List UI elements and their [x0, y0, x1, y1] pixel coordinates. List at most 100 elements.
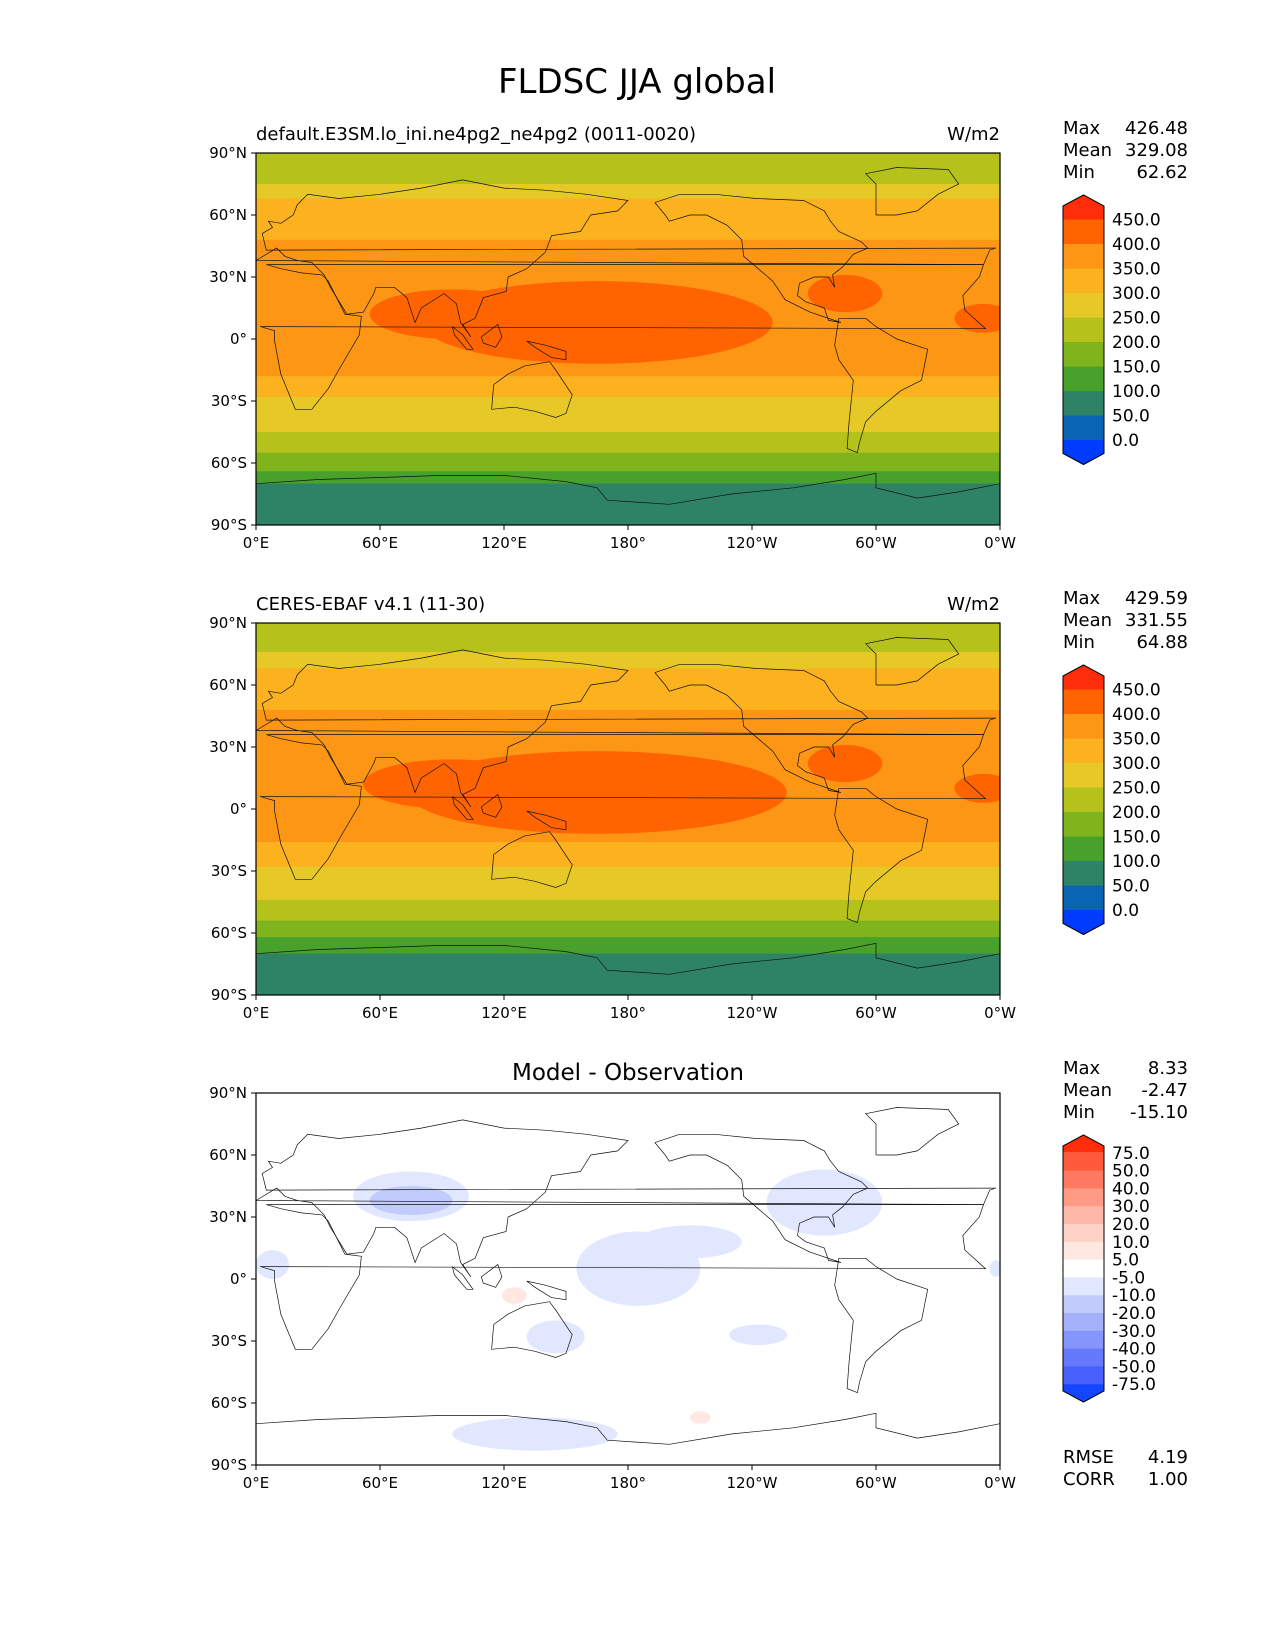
stat-label: Min [1063, 1102, 1095, 1123]
diff-contour [452, 1417, 618, 1451]
colorbar-segment [1063, 910, 1104, 935]
lat-band [256, 842, 1000, 868]
lat-band [256, 668, 1000, 711]
lat-band [256, 471, 1000, 485]
colorbar-segment [1063, 342, 1104, 367]
colorbar-segment [1063, 268, 1104, 294]
diff-contour [256, 1250, 290, 1279]
lat-band [256, 937, 1000, 955]
colorbar-segment [1063, 317, 1104, 343]
panel-title: CERES-EBAF v4.1 (11-30) [256, 594, 485, 615]
y-tick-label: 30°S [211, 392, 247, 410]
colorbar-segment [1063, 1170, 1104, 1189]
diff-contour [766, 1169, 883, 1236]
y-tick-label: 90°S [211, 986, 247, 1004]
x-tick-label: 0°W [984, 1004, 1016, 1022]
warm-pool-africa [276, 755, 352, 781]
diff-contour [526, 1320, 585, 1354]
colorbar: 450.0 400.0 350.0 300.0 250.0 200.0 150.0 100.0… [1062, 664, 1161, 936]
colorbar-label: 400.0 [1112, 705, 1161, 725]
lat-band [256, 920, 1000, 938]
stat-value: 64.88 [1136, 632, 1188, 653]
y-tick-label: 90°N [209, 1084, 247, 1102]
y-tick-label: 30°N [209, 1208, 247, 1226]
y-tick-label: 30°N [209, 268, 247, 286]
coastline [834, 1257, 929, 1394]
stat-label: Min [1063, 162, 1095, 183]
colorbar-label: 150.0 [1112, 358, 1161, 378]
y-tick-label: 30°S [211, 1332, 247, 1350]
colorbar-segment [1063, 366, 1104, 392]
colorbar-segment [1063, 861, 1104, 886]
coastline [480, 1263, 503, 1288]
colorbar-segment [1063, 1330, 1104, 1349]
colorbar-segment [1063, 787, 1104, 813]
y-tick-label: 60°S [211, 924, 247, 942]
lat-band [256, 198, 1000, 241]
coastline [654, 663, 869, 793]
coastline [256, 649, 997, 808]
coastline [256, 179, 997, 338]
coastline [654, 193, 869, 323]
colorbar-segment [1063, 1206, 1104, 1225]
colorbar-label: 200.0 [1112, 803, 1161, 823]
coastline [864, 167, 960, 216]
colorbar-label: -5.0 [1112, 1268, 1145, 1288]
colorbar-label: -20.0 [1112, 1304, 1156, 1324]
colorbar-segment [1063, 1366, 1104, 1385]
colorbar: 450.0 400.0 350.0 300.0 250.0 200.0 150.0 100.0… [1062, 194, 1161, 466]
colorbar-label: 250.0 [1112, 309, 1161, 329]
y-tick-label: 90°S [211, 516, 247, 534]
lat-band [256, 396, 1000, 433]
colorbar-segment [1063, 293, 1104, 318]
colorbar-segment [1063, 689, 1104, 715]
colorbar-label: 200.0 [1112, 333, 1161, 353]
x-tick-label: 60°E [362, 1474, 398, 1492]
coastline [834, 317, 929, 454]
warm-pool-africa [276, 285, 352, 311]
stat-label: Max [1063, 118, 1101, 139]
colorbar-label: 300.0 [1112, 284, 1161, 304]
stat-label: Min [1063, 632, 1095, 653]
colorbar-segment [1063, 1277, 1104, 1296]
lat-band [256, 153, 1000, 185]
colorbar-segment [1063, 885, 1104, 911]
lat-band [256, 452, 1000, 472]
colorbar-segment [1063, 1188, 1104, 1207]
stat-label: Mean [1063, 140, 1112, 161]
panel-units: W/m2 [947, 594, 1000, 615]
colorbar-segment [1063, 714, 1104, 739]
colorbar-label: 300.0 [1112, 754, 1161, 774]
figure-title: FLDSC JJA global [498, 62, 776, 102]
lat-band [256, 184, 1000, 199]
colorbar-label: -75.0 [1112, 1375, 1156, 1395]
lat-band [256, 866, 1000, 901]
stat-value: 331.55 [1125, 610, 1188, 631]
panel-title: default.E3SM.lo_ini.ne4pg2_ne4pg2 (0011-… [256, 124, 696, 145]
y-tick-label: 60°N [209, 206, 247, 224]
colorbar-segment [1063, 440, 1104, 465]
map-panel-1: 0°E 60°E 120°E 180° 120°W 60°W 0°W 90°N 60°N 30°N… [209, 118, 1188, 552]
y-tick-label: 90°N [209, 614, 247, 632]
x-tick-label: 0°W [984, 534, 1016, 552]
colorbar-outline [1062, 194, 1105, 466]
colorbar-segment [1063, 1295, 1104, 1314]
colorbar-label: 100.0 [1112, 852, 1161, 872]
diff-contour [729, 1324, 788, 1346]
colorbar-segment [1063, 415, 1104, 441]
colorbar-label: -30.0 [1112, 1322, 1156, 1342]
warm-pool-indian [363, 759, 542, 809]
lat-band [256, 376, 1000, 398]
x-tick-label: 120°W [727, 1474, 778, 1492]
colorbar-segment [1063, 836, 1104, 862]
warm-pool-atlantic [807, 744, 883, 783]
y-tick-label: 90°S [211, 1456, 247, 1474]
colorbar-label: 20.0 [1112, 1215, 1150, 1235]
lat-band [256, 651, 1000, 669]
y-tick-label: 0° [230, 800, 247, 818]
diff-contour [989, 1260, 1000, 1277]
coastline [864, 637, 960, 686]
colorbar-segment [1063, 1135, 1104, 1153]
lat-band [256, 432, 1000, 454]
